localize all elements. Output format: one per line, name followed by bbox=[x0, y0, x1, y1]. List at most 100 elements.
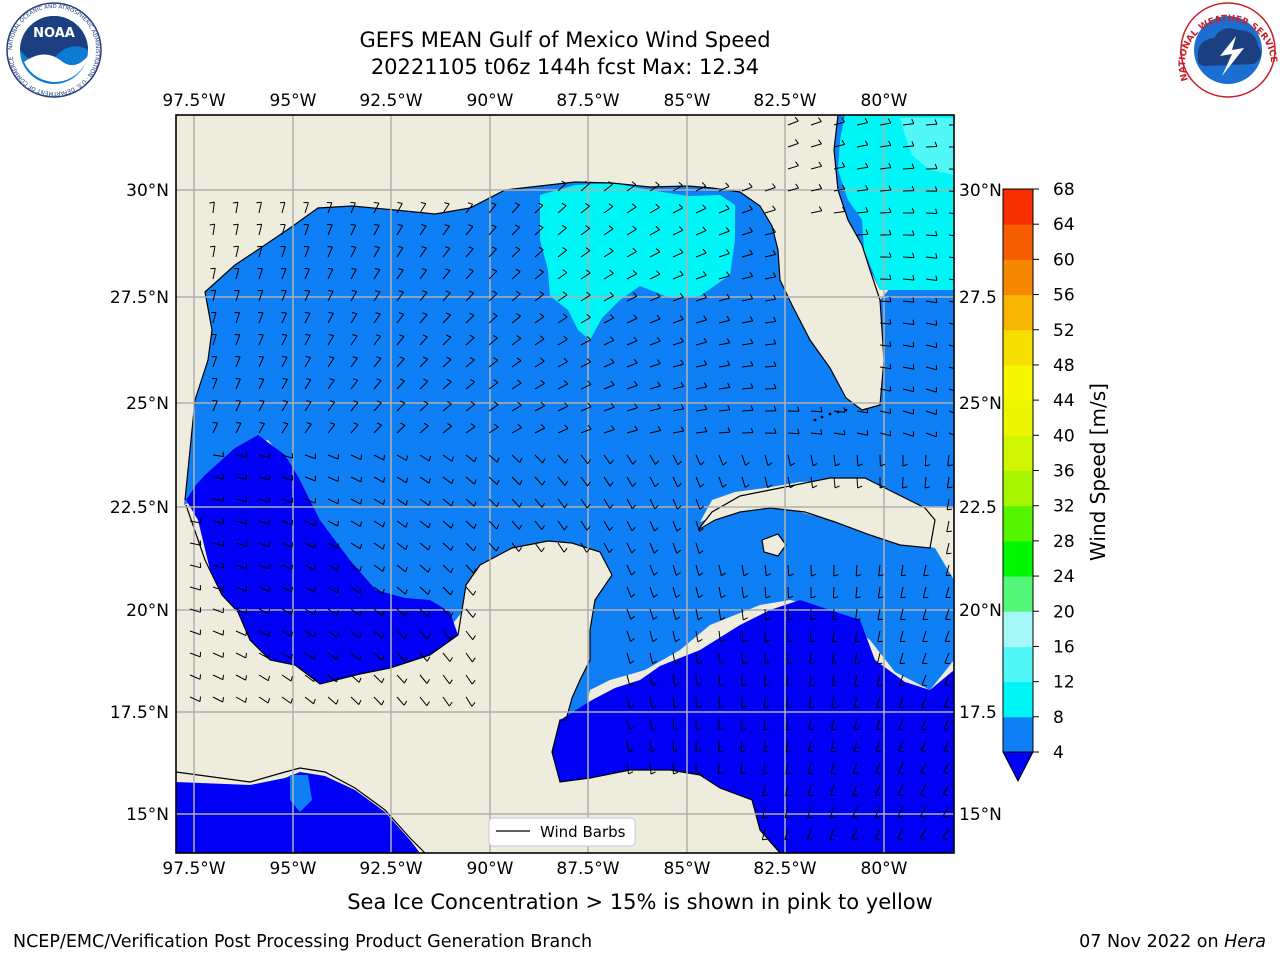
wind-barb-flag bbox=[305, 378, 311, 381]
wind-barb-flag bbox=[923, 574, 929, 577]
wind-barb-flag bbox=[818, 117, 822, 122]
wind-barb bbox=[373, 454, 385, 461]
wind-barb bbox=[626, 384, 638, 390]
wind-barb-flag bbox=[912, 274, 915, 281]
wind-barb-flag bbox=[889, 296, 892, 302]
wind-barb-flag bbox=[749, 271, 754, 277]
wind-barb bbox=[396, 674, 405, 684]
wind-barb-flag bbox=[608, 181, 613, 185]
wind-barb bbox=[442, 336, 452, 346]
wind-barb-flag bbox=[282, 400, 288, 403]
wind-barb-flag bbox=[912, 341, 915, 348]
wind-barb bbox=[258, 564, 270, 570]
wind-barb-flag bbox=[541, 525, 545, 530]
wind-barb bbox=[900, 608, 904, 620]
wind-barb bbox=[672, 498, 678, 510]
wind-barb bbox=[649, 385, 661, 390]
wind-barb bbox=[853, 740, 858, 752]
wind-barb-flag bbox=[765, 595, 771, 599]
wind-barb bbox=[718, 608, 722, 620]
wind-barb-flag bbox=[935, 297, 938, 303]
wind-barb-flag bbox=[420, 202, 426, 205]
wind-barb-flag bbox=[888, 207, 892, 213]
wind-barb bbox=[853, 696, 858, 708]
wind-barb-flag bbox=[541, 502, 546, 508]
wind-barb-flag bbox=[290, 676, 293, 682]
wind-barb-flag bbox=[199, 517, 202, 524]
wind-barb-flag bbox=[808, 728, 814, 731]
wind-barb bbox=[603, 317, 615, 324]
wind-barb-flag bbox=[586, 358, 592, 363]
wind-barb bbox=[856, 189, 868, 192]
wind-barb-flag bbox=[608, 203, 614, 207]
wind-barb bbox=[534, 338, 545, 346]
wind-barb-flag bbox=[516, 335, 522, 339]
wind-barb-flag bbox=[222, 451, 225, 457]
colorbar-tick-label: 12 bbox=[1053, 673, 1075, 693]
wind-barb bbox=[855, 608, 858, 620]
wind-barb-flag bbox=[719, 683, 725, 687]
wind-barb-flag bbox=[674, 705, 680, 709]
wind-barb bbox=[258, 202, 262, 214]
wind-barb-flag bbox=[654, 527, 659, 532]
wind-barb bbox=[874, 828, 881, 839]
wind-barb bbox=[488, 404, 499, 412]
wind-barb-flag bbox=[750, 405, 754, 411]
wind-barb bbox=[557, 428, 569, 434]
wind-barb-flag bbox=[473, 479, 477, 485]
wind-barb-flag bbox=[902, 486, 908, 489]
wind-barb-flag bbox=[749, 249, 754, 255]
wind-barb bbox=[948, 366, 954, 370]
wind-barb-flag bbox=[562, 247, 567, 251]
wind-barb-flag bbox=[397, 246, 404, 249]
wind-barb bbox=[695, 230, 707, 236]
wind-barb bbox=[212, 312, 217, 324]
wind-barb bbox=[373, 358, 382, 368]
wind-barb-flag bbox=[353, 422, 359, 426]
wind-barb bbox=[373, 202, 380, 214]
wind-barb bbox=[807, 806, 812, 818]
wind-barb-flag bbox=[586, 336, 592, 341]
wind-barb bbox=[465, 564, 474, 574]
wind-barb-flag bbox=[375, 312, 381, 315]
wind-barb-flag bbox=[653, 549, 659, 554]
wind-barb-flag bbox=[538, 246, 544, 251]
wind-barb bbox=[281, 356, 288, 368]
wind-barb bbox=[925, 256, 937, 259]
wind-barb bbox=[488, 382, 499, 390]
wind-barb-flag bbox=[678, 226, 684, 231]
wind-barb-flag bbox=[832, 640, 838, 643]
wind-barb bbox=[419, 269, 428, 280]
wind-barb bbox=[373, 608, 383, 617]
wind-barb bbox=[557, 205, 567, 214]
wind-barb-flag bbox=[609, 481, 614, 487]
wind-barb bbox=[878, 564, 881, 576]
wind-barb bbox=[258, 423, 265, 434]
wind-barb-flag bbox=[773, 428, 777, 434]
wind-barb bbox=[212, 224, 216, 236]
wind-barb-flag bbox=[786, 750, 792, 753]
wind-barb bbox=[419, 403, 429, 412]
wind-barb bbox=[557, 227, 567, 236]
wind-barb bbox=[764, 187, 776, 192]
wind-barb bbox=[465, 403, 476, 412]
wind-barb-flag bbox=[865, 229, 869, 235]
wind-barb-flag bbox=[901, 574, 907, 577]
wind-barb bbox=[580, 406, 592, 412]
sea-ice-note: Sea Ice Concentration > 15% is shown in … bbox=[347, 890, 933, 914]
wind-barb-flag bbox=[790, 462, 795, 467]
wind-barb bbox=[695, 718, 698, 731]
wind-barb bbox=[511, 204, 520, 214]
wind-barb-flag bbox=[493, 357, 498, 361]
wind-barb-flag bbox=[291, 631, 293, 637]
wind-barb-flag bbox=[720, 617, 726, 621]
wind-barb-flag bbox=[653, 593, 658, 598]
wind-barb-flag bbox=[654, 482, 659, 488]
wind-barb-flag bbox=[934, 141, 938, 147]
wind-barb bbox=[258, 334, 264, 346]
wind-barb-flag bbox=[538, 202, 544, 206]
wind-barb bbox=[649, 229, 660, 236]
wind-barb bbox=[649, 542, 655, 554]
wind-barb-flag bbox=[841, 162, 846, 167]
wind-barb bbox=[810, 121, 822, 126]
